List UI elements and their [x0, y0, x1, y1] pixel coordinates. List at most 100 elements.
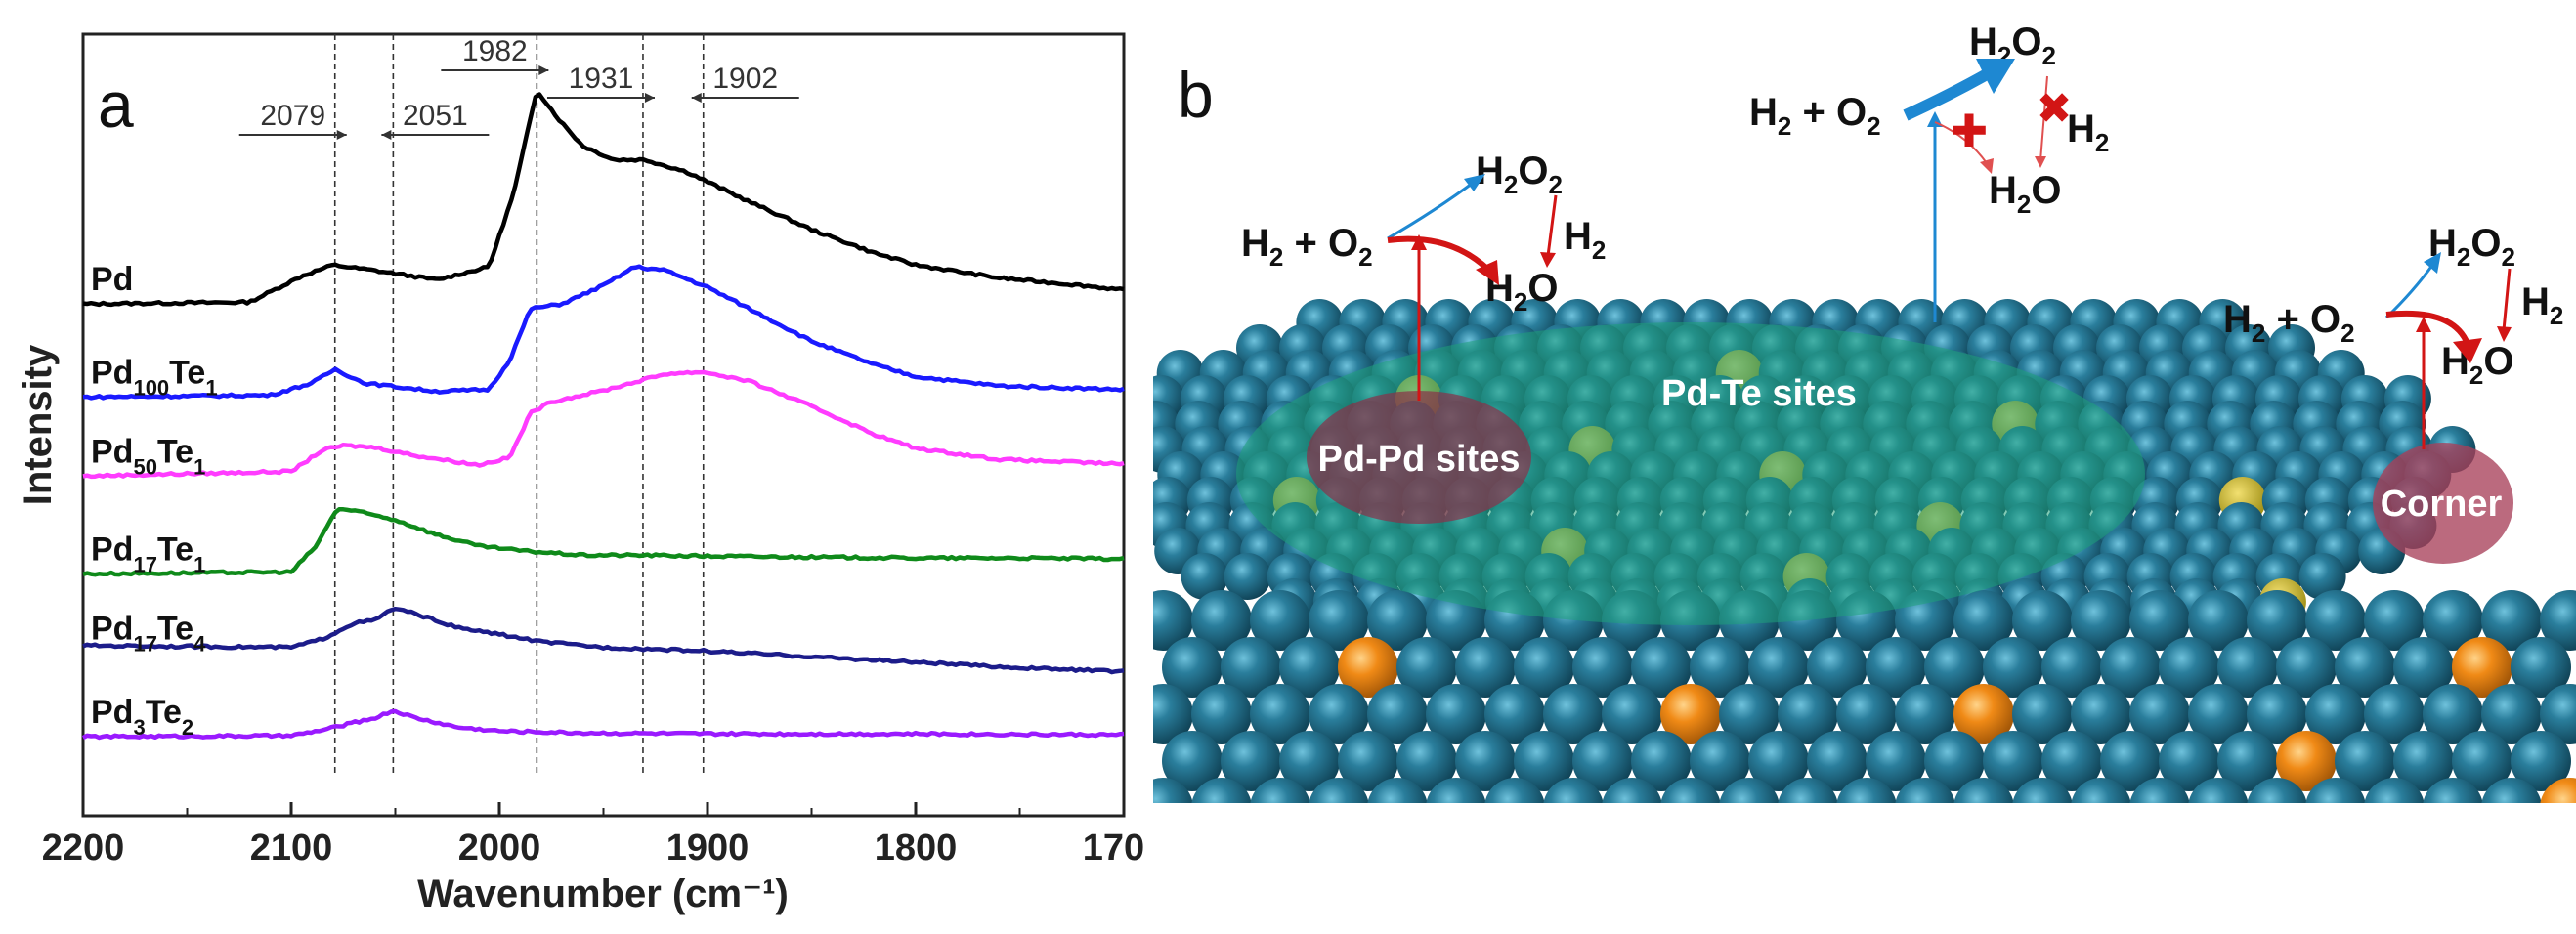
pd-atom: [1162, 731, 1223, 791]
peak-arrowhead-2079: [336, 130, 347, 140]
right-h2o2: H2O2: [2428, 222, 2515, 272]
pd-atom: [1924, 637, 1985, 698]
ir-spectra-chart: 2079 2051 1982 1931 1902 2200 2100 2000 1900 180…: [17, 32, 1165, 915]
pd-atom: [2393, 731, 2454, 791]
pd-atom: [1631, 731, 1692, 791]
te-atom: [1953, 684, 2014, 744]
series-label-Pd3Te2: Pd3Te2: [91, 694, 193, 740]
panel-b-schematic: Pd-Pd sites Pd-Te sites Corner H2 + O2 H…: [1132, 0, 2576, 932]
pd-atom: [2129, 590, 2190, 651]
pd-atom: [2305, 684, 2366, 744]
peak-arrowhead-1902: [691, 93, 702, 103]
pd-atom: [1807, 731, 1868, 791]
pd-atom: [2159, 731, 2219, 791]
left-arrow-to-h2o2-head: [1464, 174, 1485, 191]
pd-atom: [2540, 590, 2576, 651]
series-line-Pd17Te4: [82, 606, 1125, 675]
pd-atom: [1748, 637, 1809, 698]
center-h2o2-to-h2o: [2039, 75, 2048, 162]
pd-atom: [1396, 731, 1457, 791]
pd-atom: [1367, 590, 1428, 651]
pd-atom: [1250, 684, 1310, 744]
center-side-h2: H2: [2067, 107, 2109, 157]
peak-arrowhead-2051: [381, 130, 392, 140]
center-h2o2: H2O2: [1969, 21, 2056, 70]
pd-atom: [2423, 590, 2483, 651]
pd-atom: [2071, 684, 2131, 744]
pd-atom: [1396, 637, 1457, 698]
series-label-Pd: Pd: [91, 261, 133, 298]
center-arrow-to-h2o2-head: [1976, 59, 2015, 94]
pd-atom: [1631, 637, 1692, 698]
left-h2o2-to-h2o: [1546, 194, 1558, 257]
series-lines: [81, 92, 1125, 741]
pd-atom: [2129, 684, 2190, 744]
pd-atom: [1807, 637, 1868, 698]
x-axis-title: Wavenumber (cm⁻¹): [417, 872, 789, 915]
pd-pd-site-region: [1307, 391, 1531, 524]
catalyst-surface-diagram: Pd-Pd sites Pd-Te sites Corner H2 + O2 H…: [1132, 21, 2576, 932]
series-labels: Pd Pd100Te1 Pd50Te1 Pd17Te1 Pd17Te4 Pd3Te2: [91, 261, 218, 740]
right-h2o2-to-h2o: [2502, 268, 2512, 331]
pd-atom: [1181, 553, 1228, 600]
y-axis-title: Intensity: [17, 344, 60, 505]
te-atom: [2276, 731, 2337, 791]
left-h2o2: H2O2: [1476, 149, 1563, 199]
pd-atom: [1191, 590, 1252, 651]
pd-atom: [2247, 590, 2307, 651]
pd-atom: [1279, 731, 1340, 791]
plot-frame: [81, 32, 1126, 818]
te-atom: [1660, 684, 1721, 744]
left-h2o2-to-h2o-head: [1540, 252, 1556, 268]
x-tick-label-2200: 2200: [42, 828, 125, 869]
pd-atom: [1924, 731, 1985, 791]
pd-atom: [2305, 590, 2366, 651]
left-arrow-to-h2o: [1387, 235, 1493, 275]
pd-atom: [2452, 731, 2512, 791]
reaction-corner: H2 + O2 H2O2 H2O H2: [2223, 222, 2563, 390]
pd-atom: [2481, 590, 2542, 651]
pd-atom: [2276, 637, 2337, 698]
center-h2o2-to-h2o-head: [2035, 156, 2046, 168]
pd-atom: [1983, 637, 2043, 698]
pd-atom: [2540, 684, 2576, 744]
pd-atom: [2041, 637, 2102, 698]
pd-atom: [2188, 684, 2249, 744]
x-tick-label-1900: 1900: [666, 828, 750, 869]
series-label-Pd100Te1: Pd100Te1: [91, 354, 218, 400]
x-tick-label-2000: 2000: [458, 828, 541, 869]
peak-label-1931: 1931: [569, 63, 634, 95]
left-reactants: H2 + O2: [1241, 222, 1373, 272]
corner-site-region: [2373, 443, 2513, 564]
pd-atom: [2393, 637, 2454, 698]
left-arrow-to-h2o2: [1387, 179, 1477, 240]
right-side-h2: H2: [2521, 280, 2563, 330]
bottom-mask: [1153, 803, 2576, 929]
right-h2o2-to-h2o-head: [2497, 326, 2512, 342]
pd-atom: [1455, 731, 1516, 791]
series-line-Pd3Te2: [81, 708, 1125, 741]
pd-atom: [2247, 684, 2307, 744]
center-arrow-to-h2o-head: [1980, 158, 1994, 174]
x-tick-label-1800: 1800: [875, 828, 958, 869]
pd-atom: [1543, 684, 1604, 744]
pd-atom: [2364, 590, 2425, 651]
pd-atom: [1250, 590, 1310, 651]
pd-atom: [1224, 553, 1271, 600]
pd-atom: [2188, 590, 2249, 651]
pd-atom: [1279, 637, 1340, 698]
x-tick-label-2100: 2100: [250, 828, 333, 869]
pd-atom: [1748, 731, 1809, 791]
corner-site-label: Corner: [2381, 484, 2503, 525]
pd-atom: [1514, 731, 1574, 791]
pd-atom: [1836, 684, 1897, 744]
pd-atom: [1866, 731, 1926, 791]
peak-label-1982: 1982: [462, 35, 528, 67]
panel-a-letter: a: [98, 68, 134, 141]
blocked-cross-icon: ✚: [1951, 106, 1989, 156]
pd-pd-site-label: Pd-Pd sites: [1318, 439, 1521, 480]
pd-te-site-label: Pd-Te sites: [1661, 373, 1857, 414]
peak-label-2051: 2051: [403, 100, 468, 132]
reference-lines: 2079 2051 1982 1931 1902: [238, 34, 799, 777]
pd-atom: [1866, 637, 1926, 698]
